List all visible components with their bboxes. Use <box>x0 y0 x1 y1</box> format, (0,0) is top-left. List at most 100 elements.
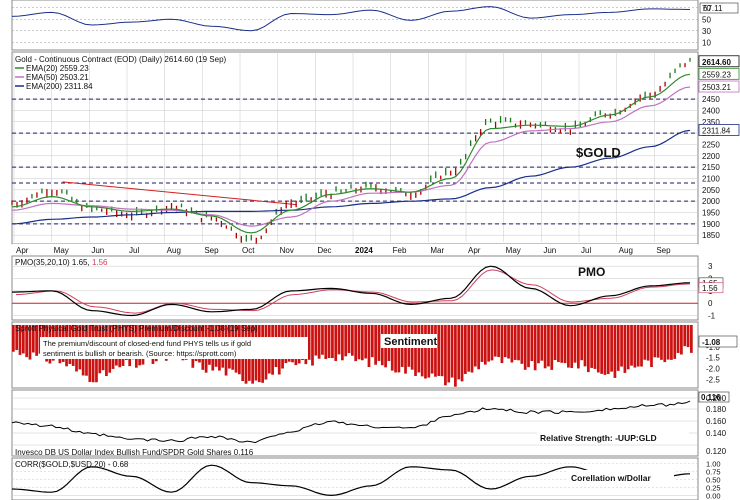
sentiment-bar <box>477 325 481 370</box>
x-tick-label: Feb <box>393 246 407 255</box>
price-panel: 2450240023502300225022002150210020502000… <box>11 51 740 245</box>
rs-y-tick: 0.200 <box>706 394 727 403</box>
pmo-y-tick: 0 <box>708 299 713 308</box>
sentiment-bar <box>367 325 371 368</box>
sentiment-note-2: sentiment is bullish or bearish. (Source… <box>43 349 237 358</box>
sentiment-bar <box>25 325 29 358</box>
sentiment-bar <box>577 325 580 369</box>
sentiment-bar <box>643 325 647 360</box>
sentiment-bar <box>427 325 431 378</box>
sentiment-bar <box>630 325 633 366</box>
sentiment-bar <box>360 325 364 361</box>
sentiment-bar <box>633 325 637 368</box>
corr-line <box>11 464 691 497</box>
price-y-tick: 2050 <box>702 186 720 195</box>
sentiment-bar <box>331 325 334 359</box>
sentiment-bar <box>510 325 514 363</box>
sentiment-bar <box>467 325 471 372</box>
rsi-tick: 70 <box>702 4 711 13</box>
sentiment-bar <box>656 325 660 358</box>
pmo-annotation: PMO <box>578 265 605 279</box>
sentiment-bar <box>344 325 348 357</box>
sentiment-bar <box>321 325 324 355</box>
ema200-line <box>11 129 691 225</box>
x-tick-label: May <box>54 246 69 255</box>
sentiment-bar <box>12 325 15 352</box>
sentiment-bar <box>680 325 683 355</box>
sentiment-bar <box>35 325 38 356</box>
rsi-tick: 50 <box>702 15 711 24</box>
sentiment-bar <box>454 325 457 387</box>
sentiment-bar <box>394 325 397 373</box>
sentiment-bar <box>464 325 467 374</box>
sentiment-bar <box>563 325 567 364</box>
sentiment-bar <box>513 325 517 360</box>
sentiment-bar <box>670 325 673 360</box>
rs-footer: Invesco DB US Dollar Index Bullish Fund/… <box>15 448 254 457</box>
sentiment-bar <box>351 325 354 356</box>
sentiment-bar <box>676 325 680 353</box>
sentiment-bar <box>314 325 318 356</box>
sentiment-bar <box>424 325 427 379</box>
sentiment-bar <box>683 325 687 347</box>
sentiment-bar <box>583 325 587 367</box>
sentiment-bar <box>38 325 42 354</box>
sentiment-bar <box>434 325 437 377</box>
sentiment-bar <box>337 325 341 355</box>
price-y-tick: 1900 <box>702 220 720 229</box>
sentiment-bar <box>623 325 627 373</box>
x-axis: Apr May Jun Jul Aug Sep Oct Nov Dec 2024 Feb Mar Apr… <box>12 244 698 256</box>
price-y-tick: 2150 <box>702 163 720 172</box>
price-badge: 2311.84 <box>702 126 731 135</box>
rsi-tick: 30 <box>702 27 711 36</box>
legend-entry: EMA(50) 2503.21 <box>26 73 89 82</box>
x-tick-label: May <box>506 246 521 255</box>
sentiment-note-1: The premium/discount of closed-end fund … <box>43 339 251 348</box>
rs-y-tick: 0.140 <box>706 429 727 438</box>
sentiment-bar <box>570 325 574 368</box>
price-y-tick: 1950 <box>702 209 720 218</box>
sentiment-bar <box>457 325 461 380</box>
x-tick-label: Dec <box>317 246 331 255</box>
sentiment-bar <box>663 325 667 363</box>
price-y-tick: 2000 <box>702 197 720 206</box>
sentiment-bar <box>560 325 564 363</box>
sentiment-bar <box>414 325 417 376</box>
trend-line <box>62 181 297 206</box>
x-tick-label: Apr <box>468 246 481 255</box>
sentiment-bar <box>620 325 623 367</box>
sentiment-bar <box>444 325 447 386</box>
pmo-line <box>11 265 691 317</box>
sentiment-bar <box>437 325 441 376</box>
sentiment-bar <box>507 325 510 359</box>
corr-y-tick: 0.50 <box>706 476 721 485</box>
sentiment-bar <box>473 325 477 367</box>
price-y-tick: 2250 <box>702 140 720 149</box>
x-tick-label: Jun <box>543 246 556 255</box>
sentiment-bar <box>450 325 454 378</box>
sentiment-bar <box>686 325 690 348</box>
x-tick-label: Nov <box>280 246 294 255</box>
price-badge: 2614.60 <box>702 58 731 67</box>
x-tick-label: Oct <box>242 246 255 255</box>
rs-annotation: Relative Strength: -UUP:GLD <box>540 433 657 443</box>
ema50-line <box>11 86 691 227</box>
sentiment-bar <box>497 325 500 357</box>
sentiment-bar <box>397 325 401 373</box>
x-tick-label: Jun <box>91 246 104 255</box>
sentiment-bar <box>493 325 497 357</box>
sentiment-bar <box>517 325 520 361</box>
legend-entry: EMA(20) 2559.23 <box>26 64 89 73</box>
sentiment-bar <box>547 325 550 367</box>
sentiment-bar <box>430 325 434 374</box>
sentiment-bar <box>28 325 32 360</box>
x-tick-label: Sep <box>204 246 219 255</box>
x-tick-label: Sep <box>656 246 671 255</box>
sentiment-bar <box>610 325 613 372</box>
x-tick-label: Mar <box>430 246 444 255</box>
legend-entry: EMA(200) 2311.84 <box>26 82 93 91</box>
sentiment-bar <box>311 325 314 366</box>
sentiment-bar <box>341 325 344 361</box>
sentiment-bar <box>440 325 444 377</box>
